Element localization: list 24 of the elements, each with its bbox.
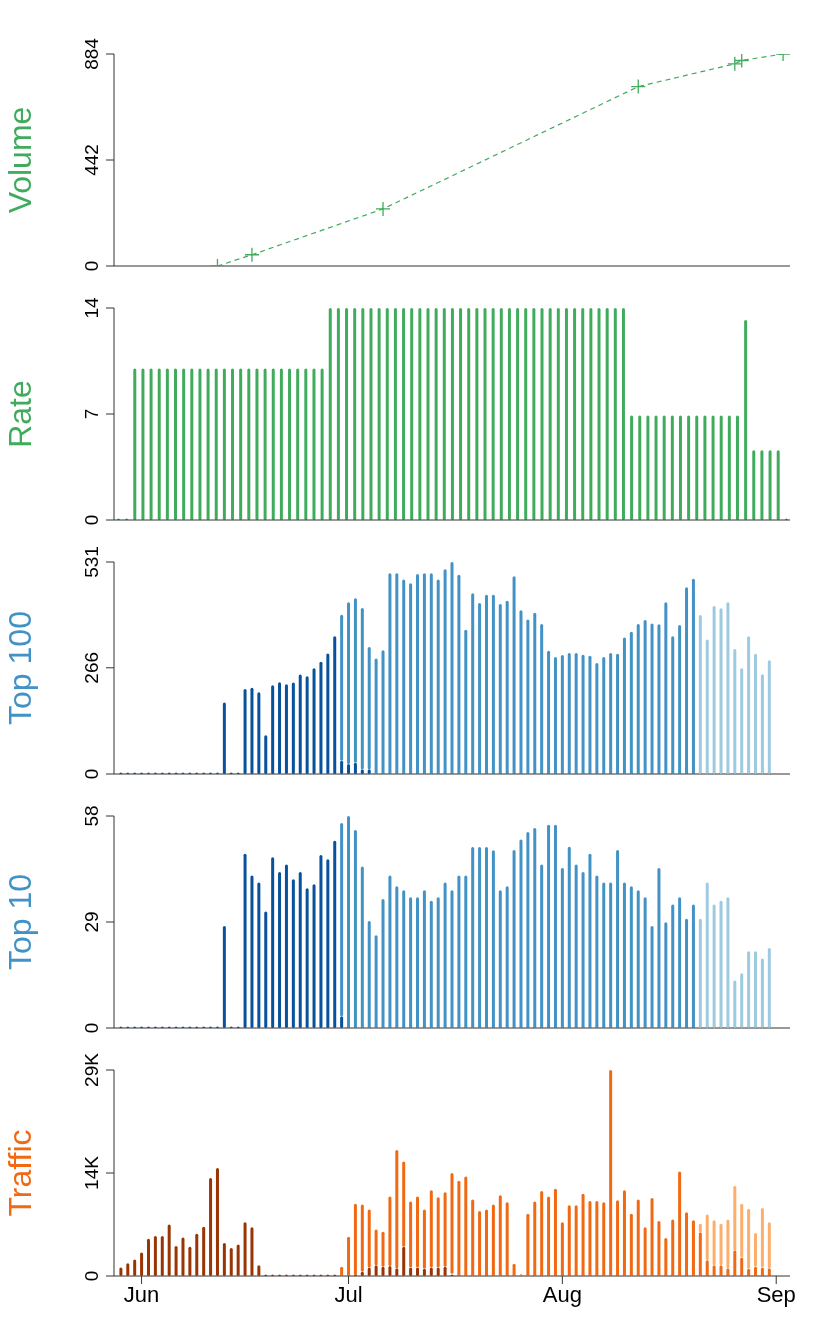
y-tick-label: 7 [81, 408, 102, 420]
y-tick-label: 0 [81, 1270, 102, 1282]
y-tick-label: 266 [81, 651, 102, 684]
y-tick-label: 531 [81, 546, 102, 578]
y-axis-title: Rate [2, 380, 39, 448]
y-axis-title: Top 100 [2, 611, 39, 725]
x-tick-label: Sep [756, 1281, 796, 1307]
y-tick-label: 884 [81, 37, 102, 70]
x-tick-label: Aug [542, 1281, 582, 1307]
y-tick-label: 29K [81, 1052, 102, 1087]
y-axis-title: Volume [2, 106, 39, 214]
y-tick-label: 0 [81, 768, 102, 780]
y-axis-title: Top 10 [2, 873, 39, 971]
y-tick-label: 14 [81, 297, 102, 319]
y-axis-title: Traffic [2, 1129, 39, 1217]
y-tick-label: 14K [81, 1155, 102, 1190]
y-tick-label: 0 [81, 1022, 102, 1034]
y-tick-label: 0 [81, 260, 102, 272]
x-tick-label: Jun [123, 1281, 160, 1307]
y-tick-label: 0 [81, 514, 102, 526]
y-tick-label: 29 [81, 911, 102, 933]
x-tick-label: Jul [334, 1281, 363, 1307]
y-tick-label: 442 [81, 144, 102, 176]
y-tick-label: 58 [81, 805, 102, 827]
